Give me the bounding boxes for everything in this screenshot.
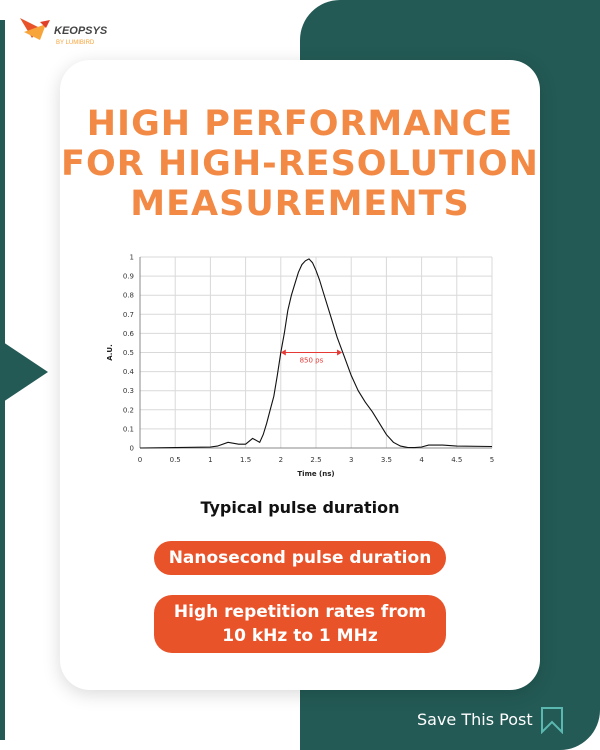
headline-line: HIGH PERFORMANCE — [86, 104, 514, 144]
x-tick-label: 0.5 — [170, 456, 181, 464]
y-tick-label: 0.4 — [123, 368, 135, 376]
feature-pill: High repetition rates from 10 kHz to 1 MH… — [154, 595, 446, 653]
headline-line: FOR HIGH-RESOLUTION — [61, 144, 539, 184]
y-tick-label: 0.3 — [123, 387, 134, 395]
x-tick-label: 3.5 — [381, 456, 392, 464]
pulse-series-line — [139, 258, 493, 449]
save-post-label[interactable]: Save This Post — [417, 710, 533, 729]
y-tick-label: 0 — [130, 445, 134, 453]
x-tick-label: 1.5 — [240, 456, 251, 464]
y-tick-label: 0.5 — [123, 349, 134, 357]
feature-text: High repetition rates from — [173, 602, 427, 622]
x-tick-label: 4.5 — [451, 456, 462, 464]
svg-text:BY LUMIBIRD: BY LUMIBIRD — [56, 40, 95, 46]
y-tick-label: 0.7 — [123, 311, 134, 319]
x-tick-label: 4 — [419, 456, 424, 464]
feature-text: 10 kHz to 1 MHz — [222, 626, 378, 646]
x-tick-label: 0 — [138, 456, 142, 464]
arrow-head-left — [280, 349, 286, 356]
feature-text: Nanosecond pulse duration — [168, 548, 432, 568]
y-tick-label: 0.9 — [123, 273, 134, 281]
y-tick-label: 0.8 — [123, 292, 134, 300]
x-tick-label: 5 — [490, 456, 494, 464]
y-tick-label: 0.2 — [123, 406, 134, 414]
bookmark-icon[interactable] — [540, 706, 564, 734]
left-accent-triangle — [0, 340, 48, 404]
arrow-head-right — [337, 349, 343, 356]
brand-logo: KEOPSYS BY LUMIBIRD — [20, 18, 108, 46]
x-axis-label: Time (ns) — [297, 470, 334, 478]
content-card: HIGH PERFORMANCE FOR HIGH-RESOLUTION MEA… — [60, 60, 540, 690]
feature-pill: Nanosecond pulse duration — [154, 541, 446, 575]
y-tick-label: 0.6 — [123, 330, 135, 338]
y-axis-label: A.U. — [106, 344, 114, 361]
pulse-chart: 0 0.5 1 1.5 2 2.5 3 3.5 4 4.5 5 0 0.1 0.2 0.3 0.4 0.5 0.6… — [106, 254, 494, 479]
x-tick-label: 2.5 — [310, 456, 321, 464]
fwhm-label: 850 ps — [300, 357, 324, 365]
y-tick-label: 0.1 — [123, 425, 134, 433]
headline-line: MEASUREMENTS — [130, 184, 470, 224]
svg-text:KEOPSYS: KEOPSYS — [54, 25, 108, 37]
headline: HIGH PERFORMANCE FOR HIGH-RESOLUTION MEA… — [60, 104, 540, 224]
chart-caption: Typical pulse duration — [200, 498, 400, 517]
x-tick-label: 1 — [208, 456, 212, 464]
x-tick-label: 3 — [349, 456, 353, 464]
x-tick-label: 2 — [279, 456, 283, 464]
y-tick-label: 1 — [130, 254, 134, 262]
